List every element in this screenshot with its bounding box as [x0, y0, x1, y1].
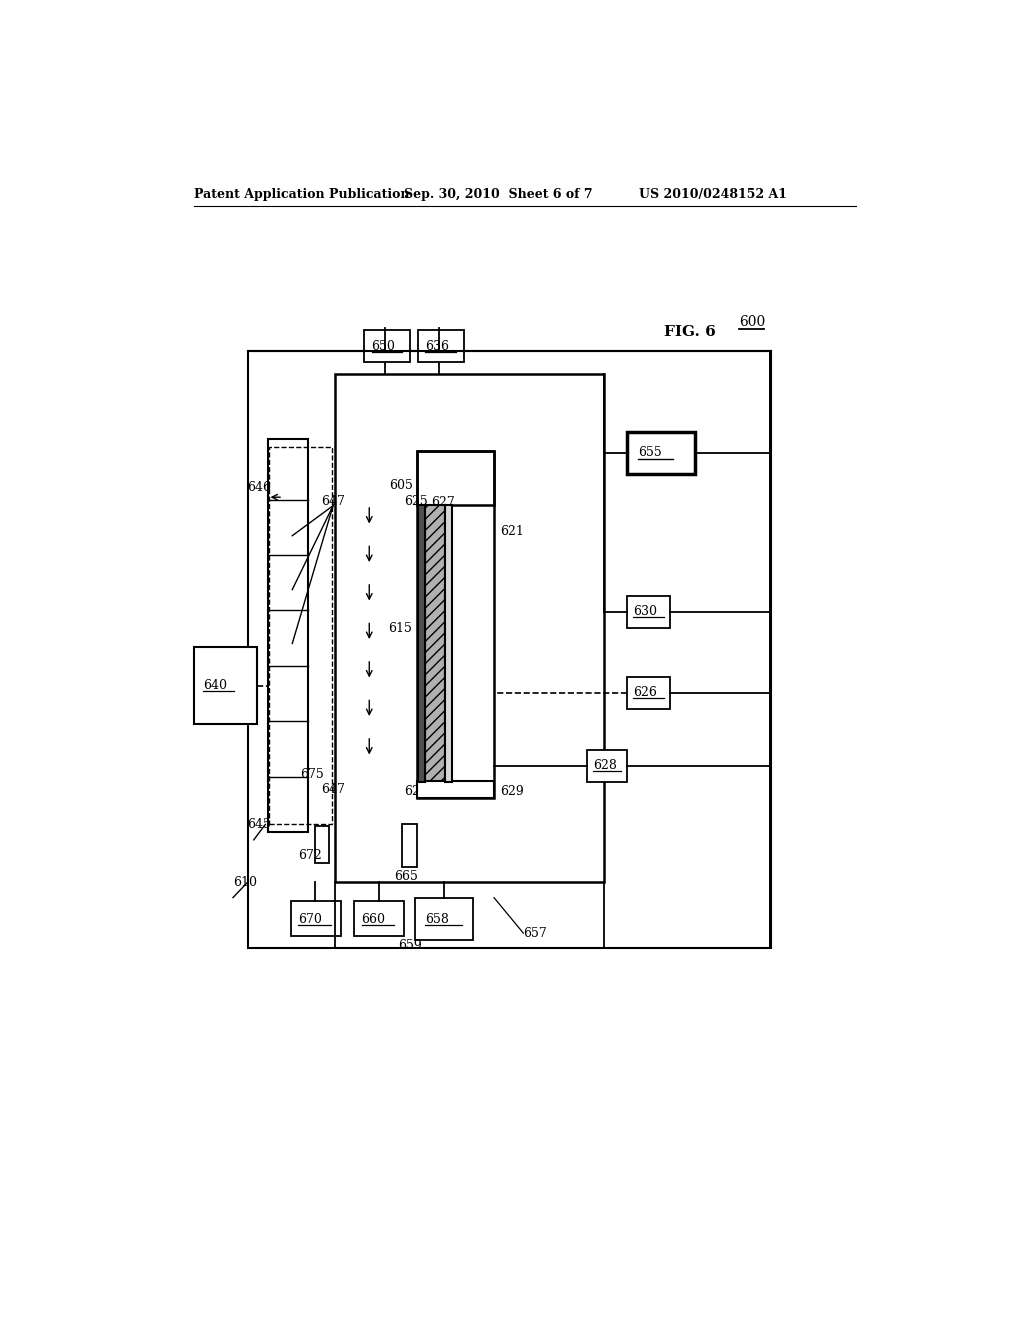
Bar	[418, 506, 425, 781]
Bar	[335, 374, 604, 882]
Text: 660: 660	[361, 912, 386, 925]
Text: FIG. 6: FIG. 6	[665, 325, 716, 339]
Text: 620: 620	[462, 785, 485, 797]
Bar	[587, 750, 628, 781]
Text: 657: 657	[523, 927, 547, 940]
Text: 659: 659	[398, 939, 422, 952]
Text: 675: 675	[300, 768, 324, 781]
Text: 658: 658	[425, 912, 450, 925]
Text: 615: 615	[388, 622, 413, 635]
Text: 626: 626	[634, 686, 657, 700]
Bar	[194, 647, 257, 725]
Bar	[269, 447, 333, 825]
Bar	[417, 451, 494, 797]
Bar	[267, 440, 307, 832]
Text: Sep. 30, 2010  Sheet 6 of 7: Sep. 30, 2010 Sheet 6 of 7	[403, 187, 593, 201]
Bar	[416, 898, 473, 940]
Text: 628: 628	[593, 759, 617, 772]
Text: 650: 650	[372, 339, 395, 352]
Text: Patent Application Publication: Patent Application Publication	[194, 187, 410, 201]
Text: 625: 625	[403, 785, 428, 797]
Text: 645: 645	[248, 818, 271, 832]
Bar	[315, 826, 330, 863]
Text: 646: 646	[248, 482, 271, 495]
Text: 605: 605	[389, 479, 413, 492]
Bar	[401, 825, 417, 867]
Text: 636: 636	[425, 339, 450, 352]
Text: 672: 672	[298, 849, 323, 862]
Bar	[248, 351, 771, 948]
Text: 627: 627	[431, 496, 455, 510]
Text: 655: 655	[638, 446, 662, 459]
Text: 640: 640	[203, 680, 227, 693]
Text: 630: 630	[634, 606, 657, 619]
Text: 629: 629	[500, 785, 524, 797]
Bar	[425, 506, 444, 781]
Bar	[417, 451, 494, 506]
Bar	[364, 330, 410, 363]
Bar	[354, 902, 403, 936]
Bar	[628, 677, 670, 709]
Text: 600: 600	[739, 315, 765, 330]
Text: 625: 625	[403, 495, 428, 508]
Text: 621: 621	[500, 525, 524, 539]
Text: 610: 610	[233, 875, 257, 888]
Bar	[628, 432, 695, 474]
Text: 670: 670	[298, 912, 323, 925]
Text: 647: 647	[322, 495, 345, 508]
Bar	[628, 595, 670, 628]
Bar	[291, 902, 341, 936]
Text: US 2010/0248152 A1: US 2010/0248152 A1	[639, 187, 786, 201]
Text: 665: 665	[394, 870, 418, 883]
Text: 647: 647	[322, 783, 345, 796]
Bar	[417, 780, 494, 797]
Bar	[444, 506, 453, 781]
Bar	[418, 330, 464, 363]
